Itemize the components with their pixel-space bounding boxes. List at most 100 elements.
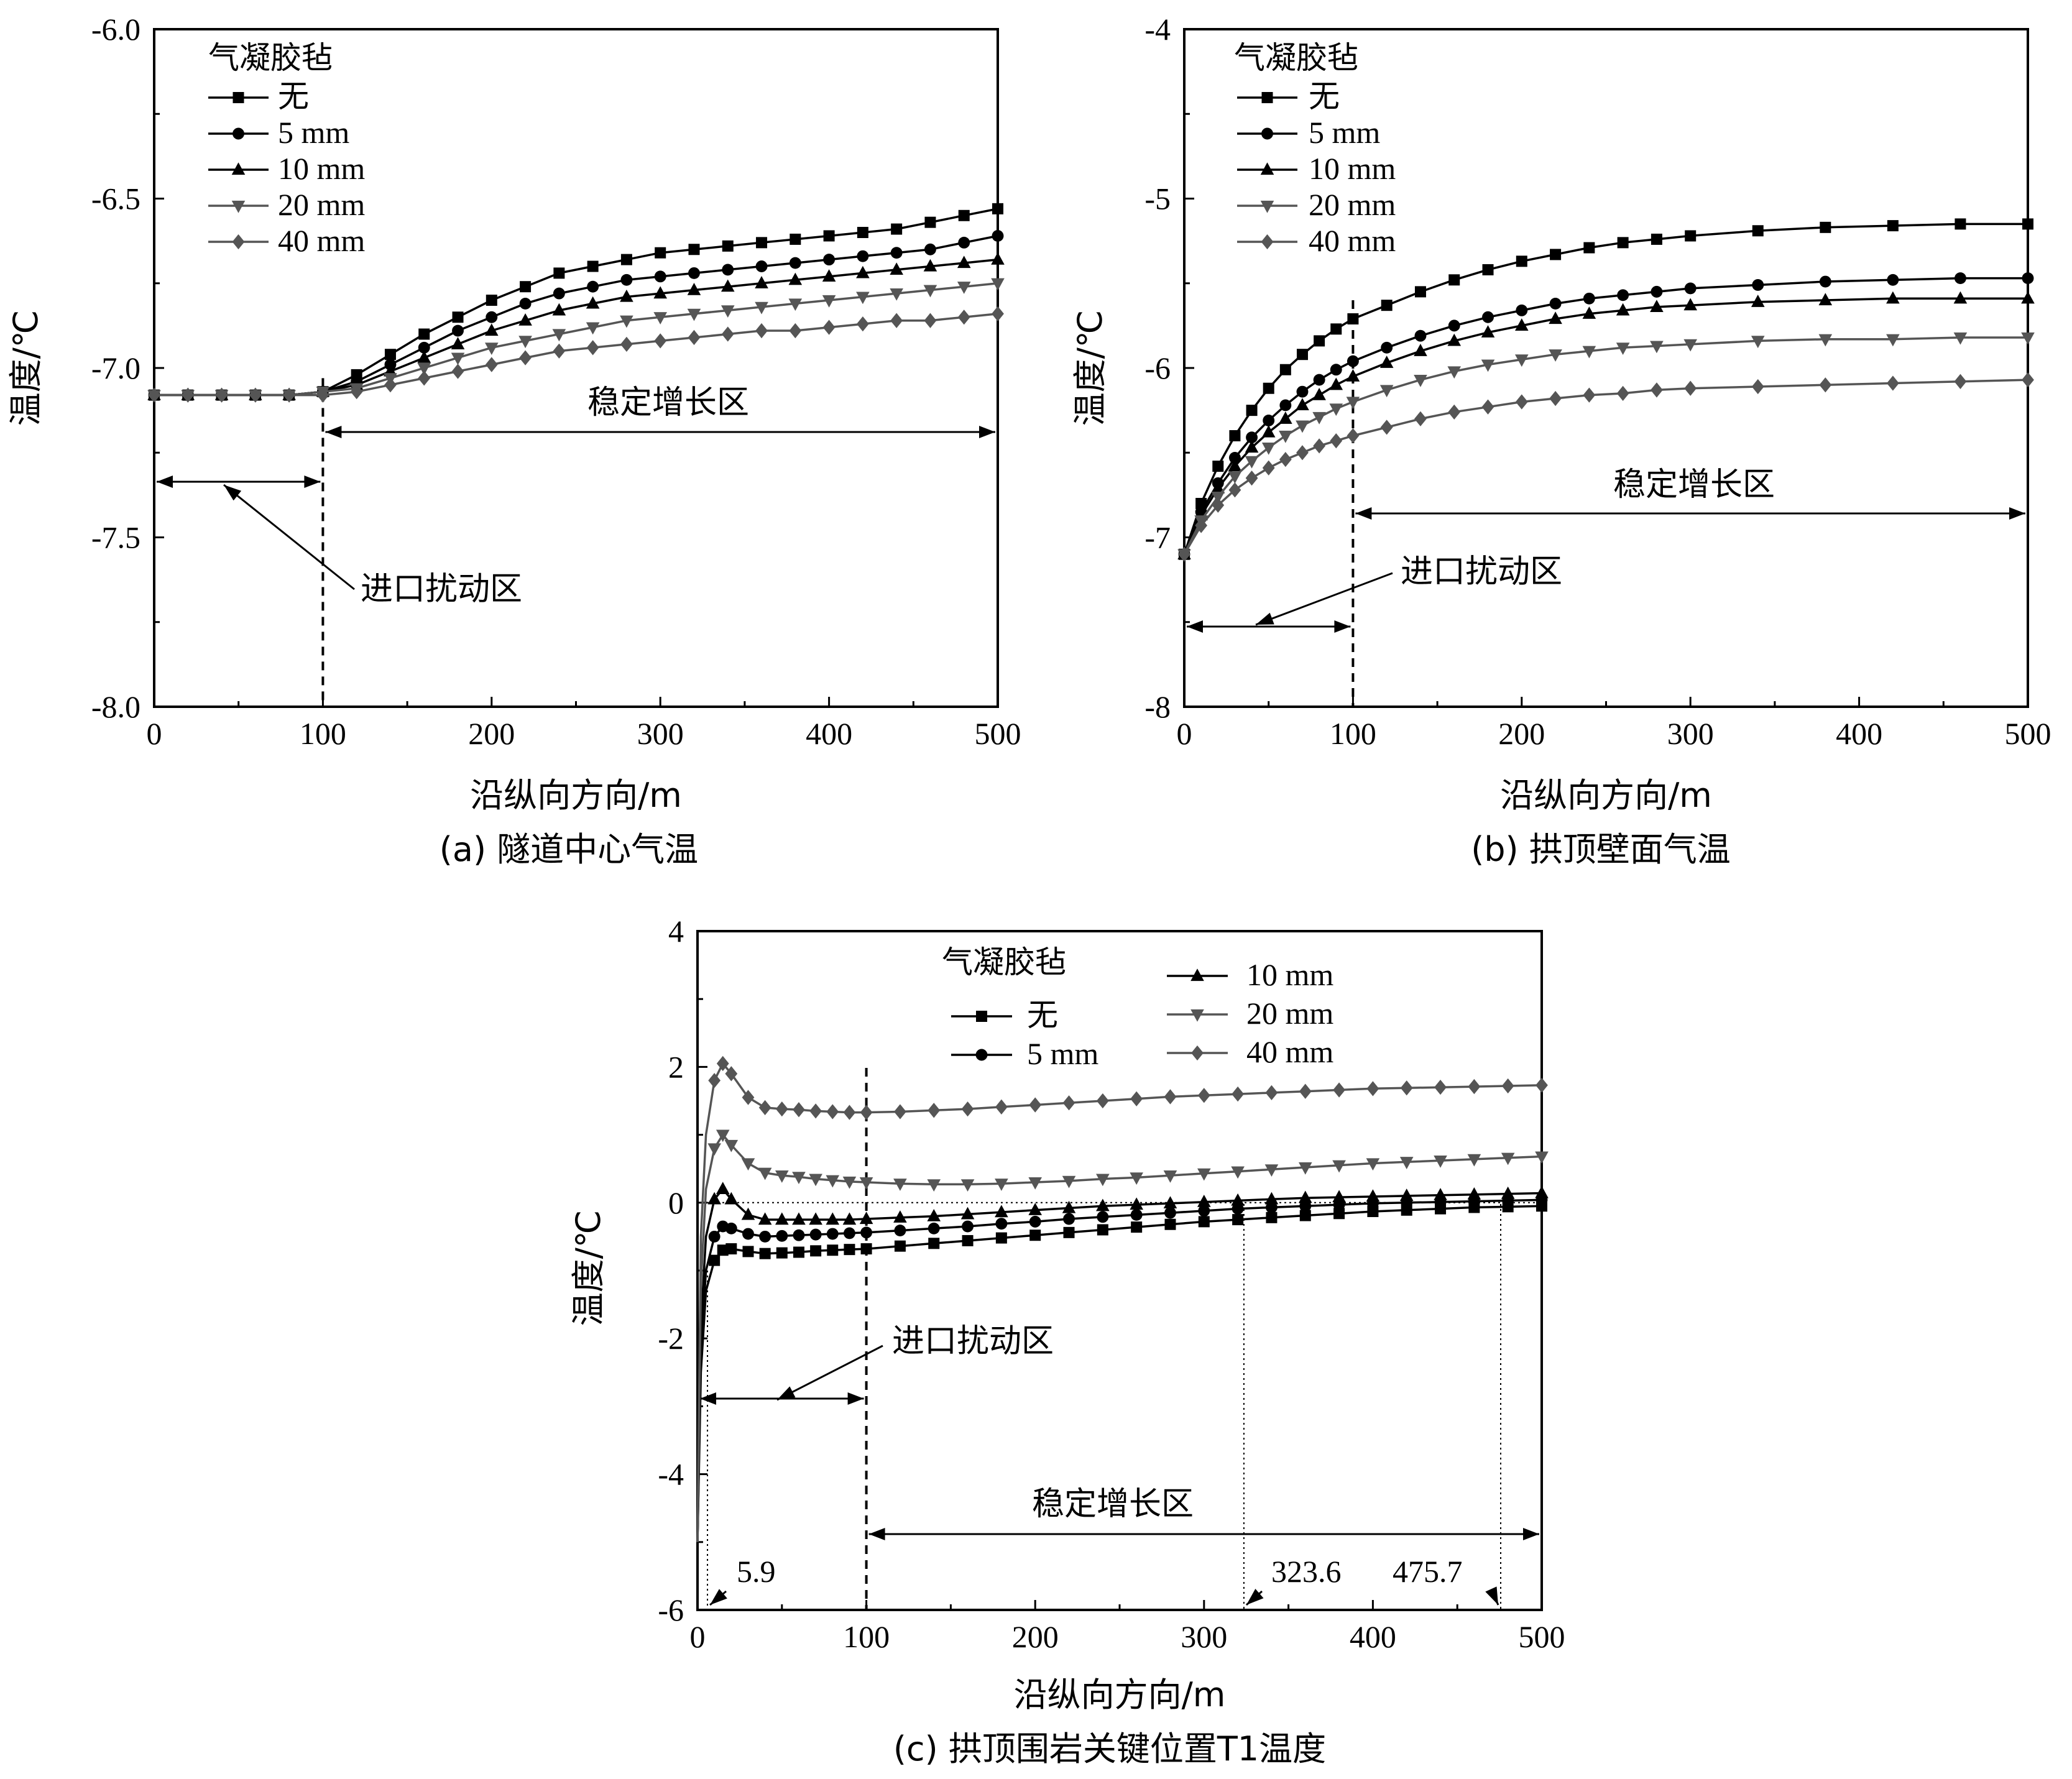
data-point (1481, 359, 1495, 372)
data-point (741, 1158, 755, 1171)
series-line (696, 1205, 1542, 1542)
data-point (1550, 249, 1562, 260)
data-point (1549, 390, 1562, 407)
data-point (1197, 1168, 1211, 1181)
data-point (1379, 356, 1394, 368)
x-tick-label: 400 (806, 716, 852, 751)
data-point (721, 326, 734, 342)
x-tick-label: 300 (637, 716, 684, 751)
data-point (182, 387, 195, 403)
data-point (1312, 387, 1326, 400)
data-point (1685, 230, 1697, 242)
data-point (653, 312, 667, 324)
data-point (707, 1192, 721, 1205)
x-tick-label: 400 (1350, 1619, 1396, 1654)
data-point (620, 289, 633, 302)
data-point (417, 362, 431, 375)
data-point (725, 1243, 737, 1255)
data-point (859, 1211, 873, 1225)
data-point (1063, 1226, 1075, 1238)
data-point (1299, 1210, 1311, 1221)
series-line (696, 1198, 1542, 1542)
data-point (1887, 274, 1899, 286)
data-point (1549, 311, 1562, 324)
legend-item-label: 无 (278, 79, 309, 114)
y-tick-label: -6.0 (91, 12, 140, 47)
data-point (722, 240, 734, 252)
legend-swatch-marker (1260, 162, 1274, 175)
data-point (587, 260, 599, 272)
data-point (1683, 339, 1697, 352)
inlet-zone-arrowhead-left (700, 1392, 716, 1405)
data-point (1582, 346, 1596, 359)
legend-item-label: 20 mm (1246, 996, 1333, 1031)
data-point (1097, 1211, 1109, 1223)
data-point (519, 350, 532, 365)
data-point (1164, 1089, 1177, 1105)
data-point (775, 1212, 789, 1225)
x-tick-label: 0 (1177, 716, 1192, 751)
x-tick-label: 500 (2005, 716, 2051, 751)
x-tick-label: 500 (1519, 1619, 1565, 1654)
data-point (894, 1225, 906, 1237)
data-point (586, 296, 600, 309)
data-point (860, 1243, 872, 1255)
data-point (1819, 377, 1832, 393)
data-point (1212, 497, 1225, 513)
chart-a: 0 100 200 300 400 500 -8.0 -7.5 -7.0 -6.5 -6.0 稳定增长… (6, 12, 1021, 869)
data-point (520, 281, 532, 293)
legend-swatch-marker (232, 234, 245, 250)
data-point (451, 337, 465, 349)
stable-zone-arrowhead-right (1523, 1528, 1539, 1540)
data-point (995, 1205, 1008, 1218)
data-point (924, 313, 937, 328)
data-point (1414, 374, 1427, 387)
data-point (1501, 1078, 1514, 1094)
data-point (1399, 1157, 1414, 1169)
data-point (991, 278, 1005, 291)
data-point (1232, 1203, 1244, 1215)
data-point (856, 265, 870, 278)
legend-swatch-marker (1190, 968, 1204, 981)
data-point (890, 247, 903, 259)
data-point (894, 1104, 906, 1119)
data-point (1583, 292, 1595, 305)
data-point (1245, 456, 1259, 469)
legend-swatch-marker (976, 1011, 987, 1022)
data-point (755, 276, 768, 288)
data-point (1232, 1214, 1244, 1226)
data-point (1330, 323, 1342, 335)
data-point (1329, 377, 1343, 390)
legend-swatch-marker (1191, 1045, 1204, 1061)
data-point (1448, 404, 1461, 420)
data-point (893, 1210, 907, 1223)
data-point (1684, 380, 1697, 396)
data-point (283, 387, 296, 403)
data-point (620, 274, 633, 286)
data-point (1954, 272, 1966, 285)
data-point (2021, 332, 2035, 345)
data-point (894, 1240, 906, 1252)
data-point (1231, 1166, 1245, 1179)
data-point (1448, 319, 1460, 332)
data-point (809, 1174, 822, 1187)
data-point (1434, 1080, 1447, 1095)
data-point (485, 357, 498, 372)
data-point (1164, 1207, 1176, 1219)
data-point (1264, 1164, 1279, 1177)
data-point (1347, 428, 1360, 444)
data-point (992, 306, 1004, 321)
data-point (1482, 311, 1494, 323)
data-point (1298, 1190, 1312, 1203)
data-point (1366, 1081, 1379, 1096)
data-point (486, 311, 498, 323)
data-point (891, 223, 903, 235)
legend-item-label: 5 mm (278, 115, 349, 150)
legend-swatch-marker (231, 200, 246, 213)
legend-swatch-marker (1190, 1009, 1204, 1022)
legend-title: 气凝胶毡 (942, 945, 1066, 980)
data-point (1096, 1174, 1110, 1187)
data-point (1399, 1188, 1414, 1201)
